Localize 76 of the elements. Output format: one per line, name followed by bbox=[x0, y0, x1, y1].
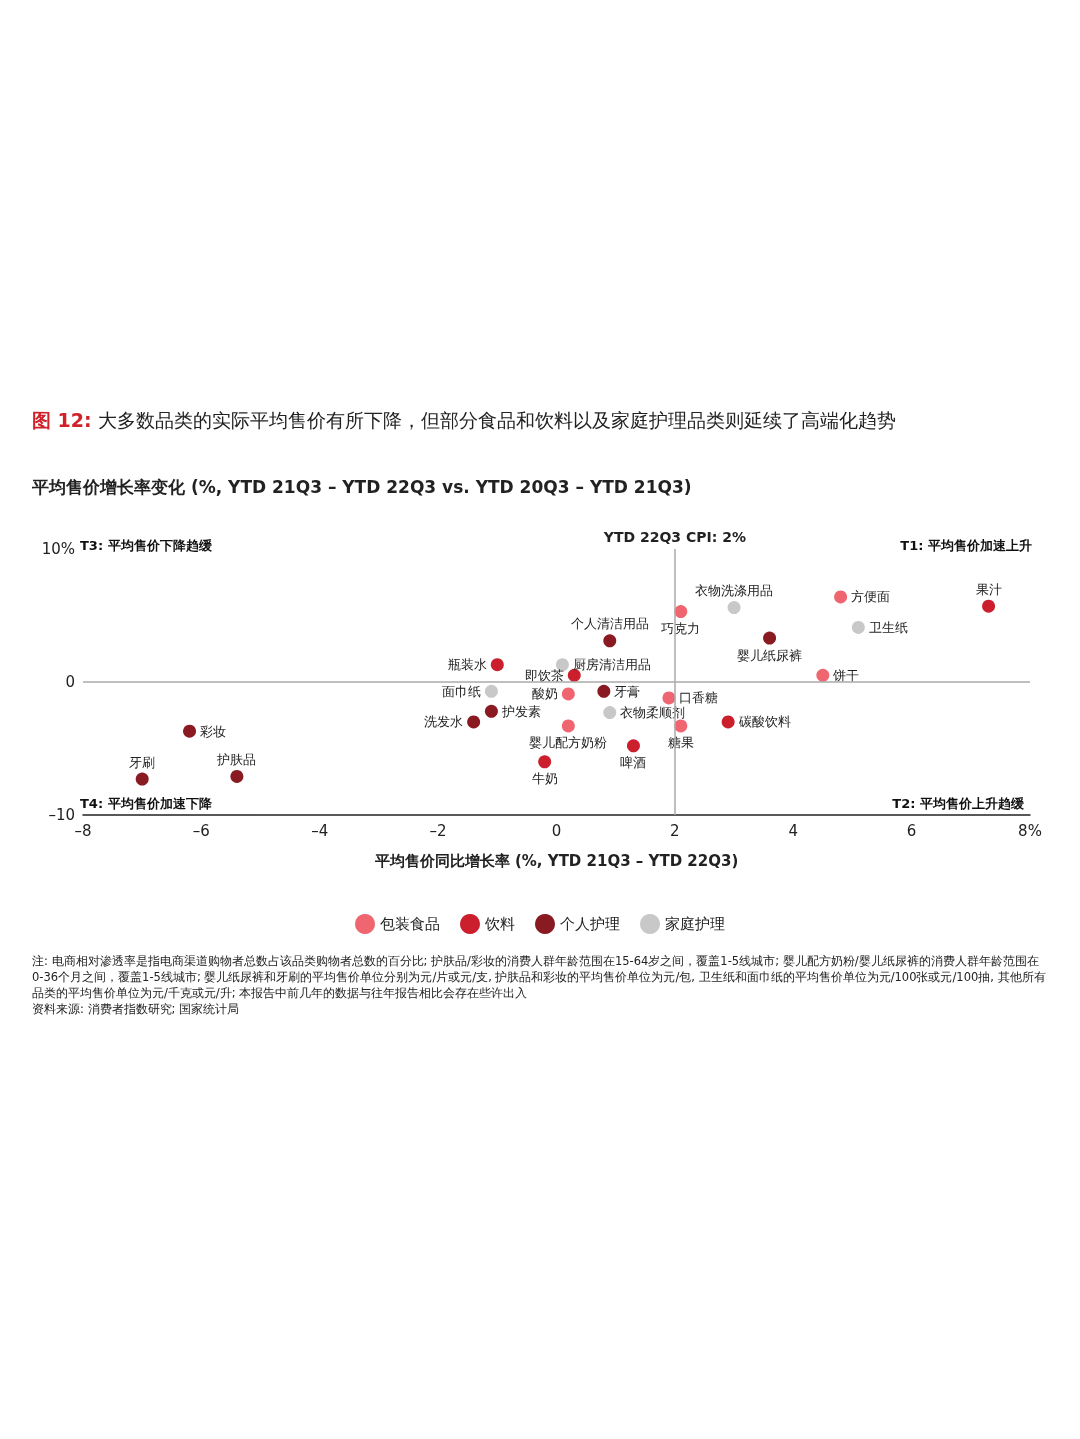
point bbox=[230, 769, 244, 783]
point bbox=[721, 715, 735, 729]
data-label: 婴儿配方奶粉 bbox=[529, 735, 608, 751]
data-label: 口香糖 bbox=[679, 690, 719, 706]
data-label: 啤酒 bbox=[620, 755, 647, 771]
point bbox=[834, 590, 848, 604]
data-label: 洗发水 bbox=[424, 714, 464, 730]
data-label: 方便面 bbox=[851, 589, 891, 605]
y-tick-label: 0 bbox=[65, 673, 75, 691]
point bbox=[183, 724, 197, 738]
x-tick-label: –8 bbox=[74, 821, 92, 840]
point bbox=[662, 691, 676, 705]
chart-title: 图 12: 大多数品类的实际平均售价有所下降，但部分食品和饮料以及家庭护理品类则延续了高端化趋势 bbox=[31, 408, 897, 433]
data-label: 牛奶 bbox=[531, 771, 558, 787]
point bbox=[727, 601, 741, 615]
data-label: 彩妆 bbox=[200, 723, 227, 739]
y-tick-label: –10 bbox=[48, 806, 75, 824]
data-label: 护肤品 bbox=[216, 751, 257, 767]
annotation: T1: 平均售价加速上升 bbox=[900, 538, 1032, 553]
chart-subtitle: 平均售价增长率变化 (%, YTD 21Q3 – YTD 22Q3 vs. YTD 20Q3 – YTD 21Q3) bbox=[31, 476, 693, 499]
point bbox=[816, 668, 830, 682]
legend-label: 个人护理 bbox=[560, 915, 620, 933]
x-tick-label: 8% bbox=[1018, 821, 1042, 840]
data-label: 卫生纸 bbox=[868, 619, 908, 635]
data-label: 婴儿纸尿裤 bbox=[737, 647, 803, 663]
text: 资料来源: 消费者指数研究; 国家统计局 bbox=[32, 1001, 241, 1017]
annotation: T4: 平均售价加速下降 bbox=[80, 796, 213, 811]
annotation: T2: 平均售价上升趋缓 bbox=[892, 796, 1025, 811]
x-tick-label: –2 bbox=[429, 821, 447, 840]
data-label: 个人清洁用品 bbox=[570, 616, 649, 632]
x-tick-label: –4 bbox=[311, 821, 329, 840]
data-label: 护发素 bbox=[500, 703, 541, 719]
data-label: 糖果 bbox=[667, 735, 694, 751]
x-tick-label: 0 bbox=[551, 821, 562, 840]
point bbox=[597, 684, 611, 698]
point bbox=[674, 605, 688, 619]
point bbox=[603, 634, 617, 648]
annotation: T3: 平均售价下降趋缓 bbox=[80, 538, 213, 553]
point bbox=[603, 706, 617, 720]
x-axis-title: 平均售价同比增长率 (%, YTD 21Q3 – YTD 22Q3) bbox=[373, 851, 739, 870]
data-label: 饼干 bbox=[832, 667, 860, 683]
data-label: 牙刷 bbox=[129, 754, 156, 770]
data-label: 巧克力 bbox=[661, 621, 701, 637]
text: 注: 电商相对渗透率是指电商渠道购物者总数占该品类购物者总数的百分比; 护肤品/彩妆的消费人群年龄范围在15-64岁之间，覆盖1-5线城市; 婴儿配方奶粉/婴儿纸尿裤的消费人群年龄范围在0-36个月之间，覆盖1-5线城市; 婴儿纸尿裤和牙刷的平均售价单位分别为元/片或元/支, 护肤品和彩妆的平均售价单位为元/包, 卫生纸和面巾纸的平均售价单位为元/100张或元/100抽, 其他所有品类的平均售价单位为元/千克或元/升; 本报告中前几年的数据与往年报告相比会存在些许出入 bbox=[32, 953, 1047, 1001]
legend-label: 包装食品 bbox=[380, 915, 440, 933]
point bbox=[135, 772, 149, 786]
legend-label: 饮料 bbox=[484, 915, 515, 933]
data-label: 即饮茶 bbox=[524, 667, 564, 683]
point bbox=[982, 599, 996, 613]
data-label: 酸奶 bbox=[531, 686, 558, 702]
legend-label: 家庭护理 bbox=[665, 915, 725, 933]
point bbox=[626, 739, 640, 753]
data-label: 瓶装水 bbox=[447, 657, 487, 673]
point bbox=[484, 684, 498, 698]
data-label: 碳酸饮料 bbox=[737, 714, 791, 730]
x-tick-label: –6 bbox=[192, 821, 210, 840]
data-label: 厨房清洁用品 bbox=[572, 657, 651, 673]
point bbox=[561, 719, 575, 733]
point bbox=[538, 755, 552, 769]
x-tick-label: 6 bbox=[906, 821, 917, 840]
ref-line-label: YTD 22Q3 CPI: 2% bbox=[602, 529, 746, 545]
x-tick-label: 4 bbox=[788, 821, 799, 840]
point bbox=[467, 715, 481, 729]
point bbox=[561, 687, 575, 701]
data-label: 牙膏 bbox=[614, 683, 641, 699]
data-label: 衣物洗涤用品 bbox=[695, 583, 774, 599]
data-label: 面巾纸 bbox=[441, 683, 481, 699]
point bbox=[484, 704, 498, 718]
point bbox=[851, 620, 865, 634]
data-label: 果汁 bbox=[975, 581, 1002, 597]
point bbox=[490, 658, 504, 672]
y-tick-label: 10% bbox=[41, 540, 75, 558]
data-label: 衣物柔顺剂 bbox=[620, 705, 686, 721]
point bbox=[763, 631, 777, 645]
x-tick-label: 2 bbox=[670, 821, 680, 840]
point bbox=[674, 719, 688, 733]
